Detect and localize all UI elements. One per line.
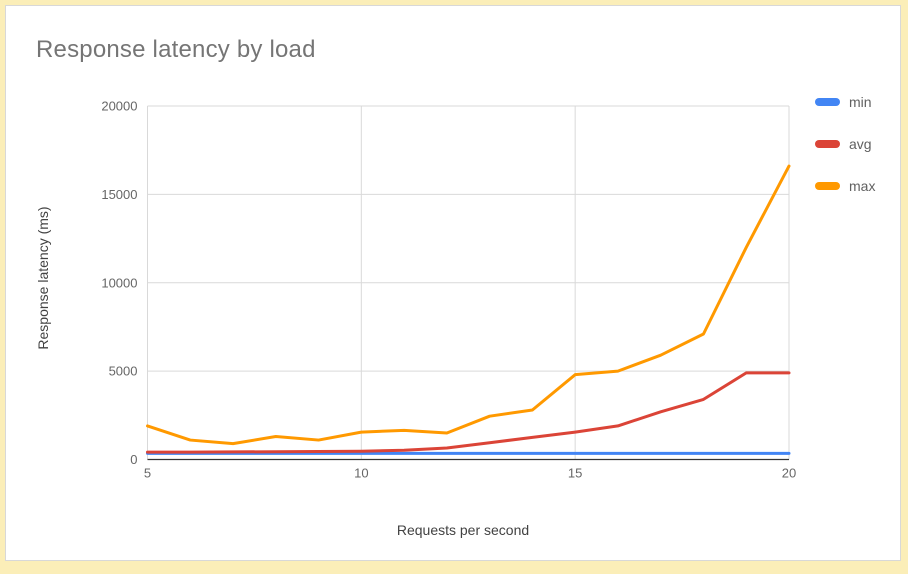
legend-swatch-max <box>815 182 840 190</box>
chart-card: Response latency by load 5 10 15 20 0 5000 100… <box>5 5 901 561</box>
legend: min avg max <box>815 94 875 220</box>
legend-label: avg <box>849 136 872 152</box>
series-line-max <box>146 164 791 446</box>
y-tick-label: 5000 <box>109 364 138 379</box>
x-axis-title: Requests per second <box>396 522 530 538</box>
y-axis-title: Response latency (ms) <box>35 206 51 350</box>
x-tick-label: 20 <box>782 466 796 481</box>
x-tick-label: 10 <box>354 466 368 481</box>
series-line-avg <box>146 371 791 454</box>
y-tick-label: 10000 <box>101 275 137 290</box>
x-tick-label: 15 <box>568 466 582 481</box>
legend-item-avg: avg <box>815 136 875 152</box>
plot-area: 5 10 15 20 0 5000 10000 15000 20000 <box>101 99 796 481</box>
y-tick-label: 0 <box>130 452 137 467</box>
legend-item-min: min <box>815 94 875 110</box>
legend-item-max: max <box>815 178 875 194</box>
x-tick-label: 5 <box>144 466 151 481</box>
y-tick-label: 15000 <box>101 187 137 202</box>
legend-swatch-avg <box>815 140 840 148</box>
y-tick-label: 20000 <box>101 99 137 114</box>
legend-label: min <box>849 94 872 110</box>
legend-swatch-min <box>815 98 840 106</box>
legend-label: max <box>849 178 876 194</box>
chart-title: Response latency by load <box>36 36 316 63</box>
